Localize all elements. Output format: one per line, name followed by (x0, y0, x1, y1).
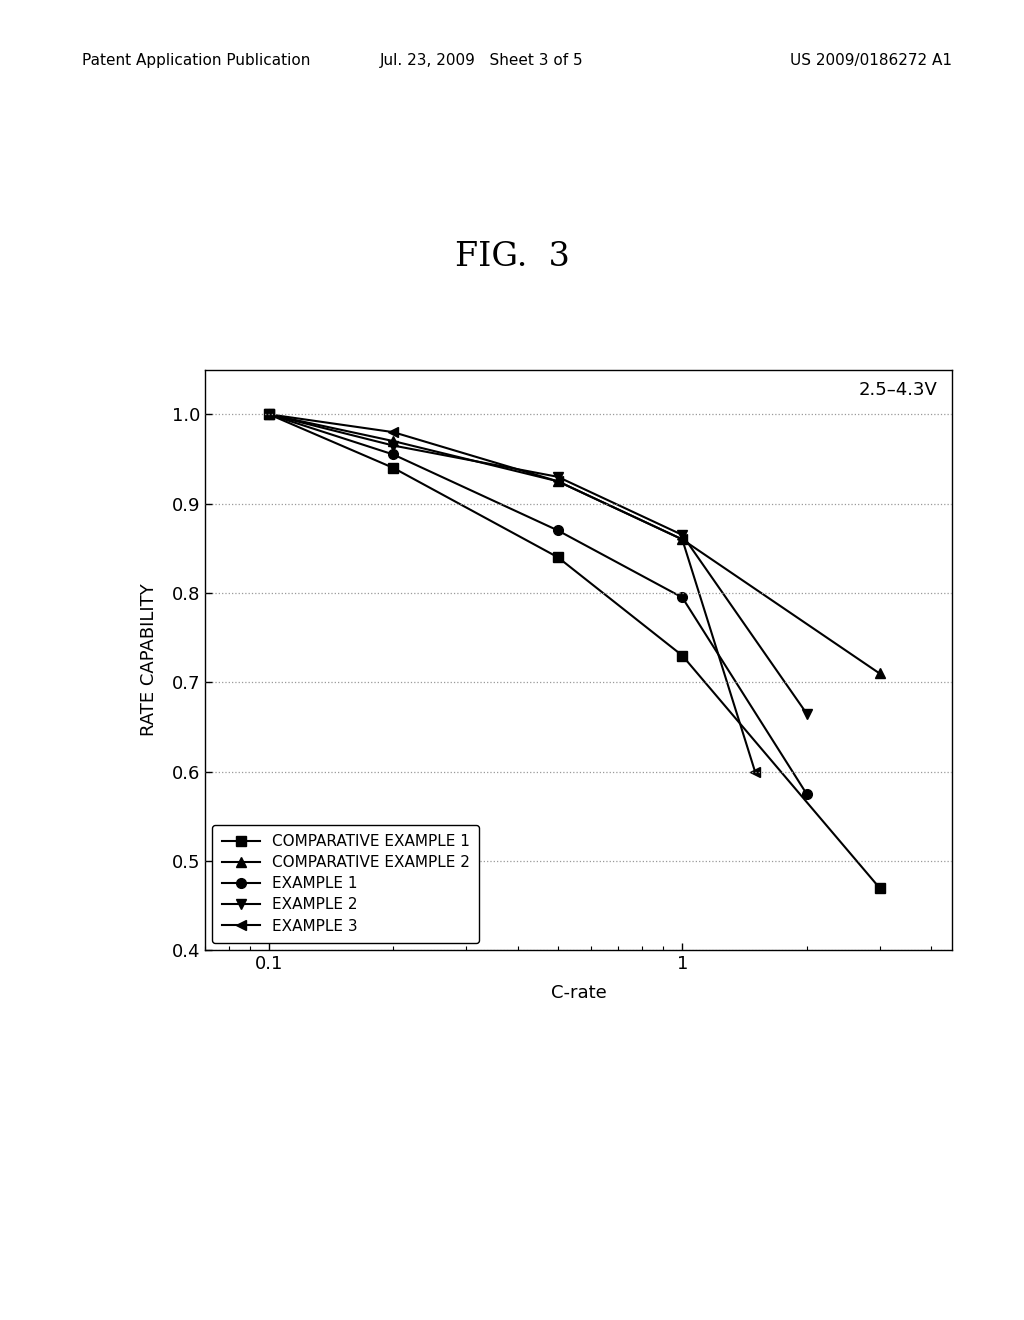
EXAMPLE 2 (676, 527, 688, 543)
EXAMPLE 3 (749, 764, 761, 780)
COMPARATIVE EXAMPLE 2 (873, 665, 886, 681)
Text: 2.5–4.3V: 2.5–4.3V (858, 381, 937, 399)
EXAMPLE 3 (387, 424, 399, 440)
EXAMPLE 1 (801, 787, 813, 803)
EXAMPLE 2 (263, 407, 275, 422)
EXAMPLE 3 (263, 407, 275, 422)
Line: COMPARATIVE EXAMPLE 1: COMPARATIVE EXAMPLE 1 (264, 409, 885, 892)
Text: Jul. 23, 2009   Sheet 3 of 5: Jul. 23, 2009 Sheet 3 of 5 (380, 53, 583, 67)
EXAMPLE 1 (676, 590, 688, 606)
X-axis label: C-rate: C-rate (551, 985, 606, 1002)
Line: EXAMPLE 1: EXAMPLE 1 (264, 409, 812, 799)
EXAMPLE 2 (387, 438, 399, 454)
COMPARATIVE EXAMPLE 1 (676, 648, 688, 664)
EXAMPLE 3 (552, 474, 564, 490)
EXAMPLE 1 (387, 446, 399, 462)
EXAMPLE 1 (552, 523, 564, 539)
Text: FIG.  3: FIG. 3 (455, 242, 569, 273)
Line: EXAMPLE 2: EXAMPLE 2 (264, 409, 812, 718)
Text: Patent Application Publication: Patent Application Publication (82, 53, 310, 67)
Text: US 2009/0186272 A1: US 2009/0186272 A1 (791, 53, 952, 67)
Line: COMPARATIVE EXAMPLE 2: COMPARATIVE EXAMPLE 2 (264, 409, 885, 678)
COMPARATIVE EXAMPLE 1 (387, 459, 399, 475)
COMPARATIVE EXAMPLE 2 (387, 433, 399, 449)
EXAMPLE 2 (552, 469, 564, 484)
COMPARATIVE EXAMPLE 1 (873, 880, 886, 896)
Y-axis label: RATE CAPABILITY: RATE CAPABILITY (139, 583, 158, 737)
COMPARATIVE EXAMPLE 1 (263, 407, 275, 422)
COMPARATIVE EXAMPLE 2 (263, 407, 275, 422)
Legend: COMPARATIVE EXAMPLE 1, COMPARATIVE EXAMPLE 2, EXAMPLE 1, EXAMPLE 2, EXAMPLE 3: COMPARATIVE EXAMPLE 1, COMPARATIVE EXAMP… (212, 825, 479, 942)
EXAMPLE 3 (676, 532, 688, 548)
EXAMPLE 1 (263, 407, 275, 422)
Line: EXAMPLE 3: EXAMPLE 3 (264, 409, 760, 776)
COMPARATIVE EXAMPLE 2 (552, 474, 564, 490)
COMPARATIVE EXAMPLE 1 (552, 549, 564, 565)
EXAMPLE 2 (801, 706, 813, 722)
COMPARATIVE EXAMPLE 2 (676, 532, 688, 548)
